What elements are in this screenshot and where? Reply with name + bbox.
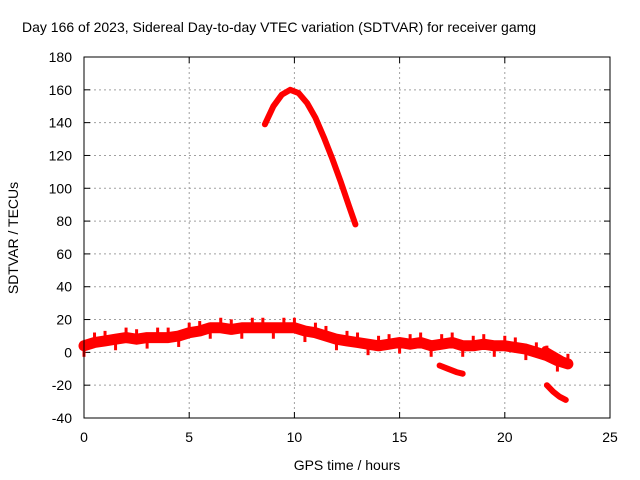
data-series bbox=[78, 86, 574, 403]
y-axis-label: SDTVAR / TECUs bbox=[5, 182, 21, 294]
axis-ticks: 0 5 10 15 20 25 -40 -20 0 20 40 60 80 100 120 140 160 180 bbox=[49, 49, 618, 445]
series-line-high-arc bbox=[261, 86, 359, 228]
y-tick-label: 140 bbox=[49, 115, 73, 131]
x-tick-label: 20 bbox=[497, 429, 513, 445]
series-line-low-segment-2 bbox=[543, 382, 569, 403]
plot-frame bbox=[83, 56, 611, 419]
series-line-low-segment-1 bbox=[436, 362, 466, 377]
chart-title: Day 166 of 2023, Sidereal Day-to-day VTE… bbox=[22, 19, 536, 35]
y-tick-label: -20 bbox=[52, 377, 72, 393]
series-line-end-rise bbox=[541, 346, 571, 366]
y-tick-label: 180 bbox=[49, 49, 73, 65]
x-tick-label: 25 bbox=[602, 429, 618, 445]
x-tick-label: 5 bbox=[185, 429, 193, 445]
y-tick-label: 60 bbox=[56, 246, 72, 262]
y-tick-label: 20 bbox=[56, 312, 72, 328]
y-tick-label: 100 bbox=[49, 180, 73, 196]
x-tick-label: 10 bbox=[287, 429, 303, 445]
y-tick-label: 80 bbox=[56, 213, 72, 229]
y-tick-label: 160 bbox=[49, 82, 73, 98]
y-tick-label: 0 bbox=[64, 344, 72, 360]
x-tick-label: 15 bbox=[392, 429, 408, 445]
y-tick-label: 120 bbox=[49, 147, 73, 163]
y-tick-label: -40 bbox=[52, 410, 72, 426]
y-tick-label: 40 bbox=[56, 279, 72, 295]
x-tick-label: 0 bbox=[80, 429, 88, 445]
grid-lines bbox=[84, 57, 610, 418]
x-axis-label: GPS time / hours bbox=[294, 457, 401, 473]
